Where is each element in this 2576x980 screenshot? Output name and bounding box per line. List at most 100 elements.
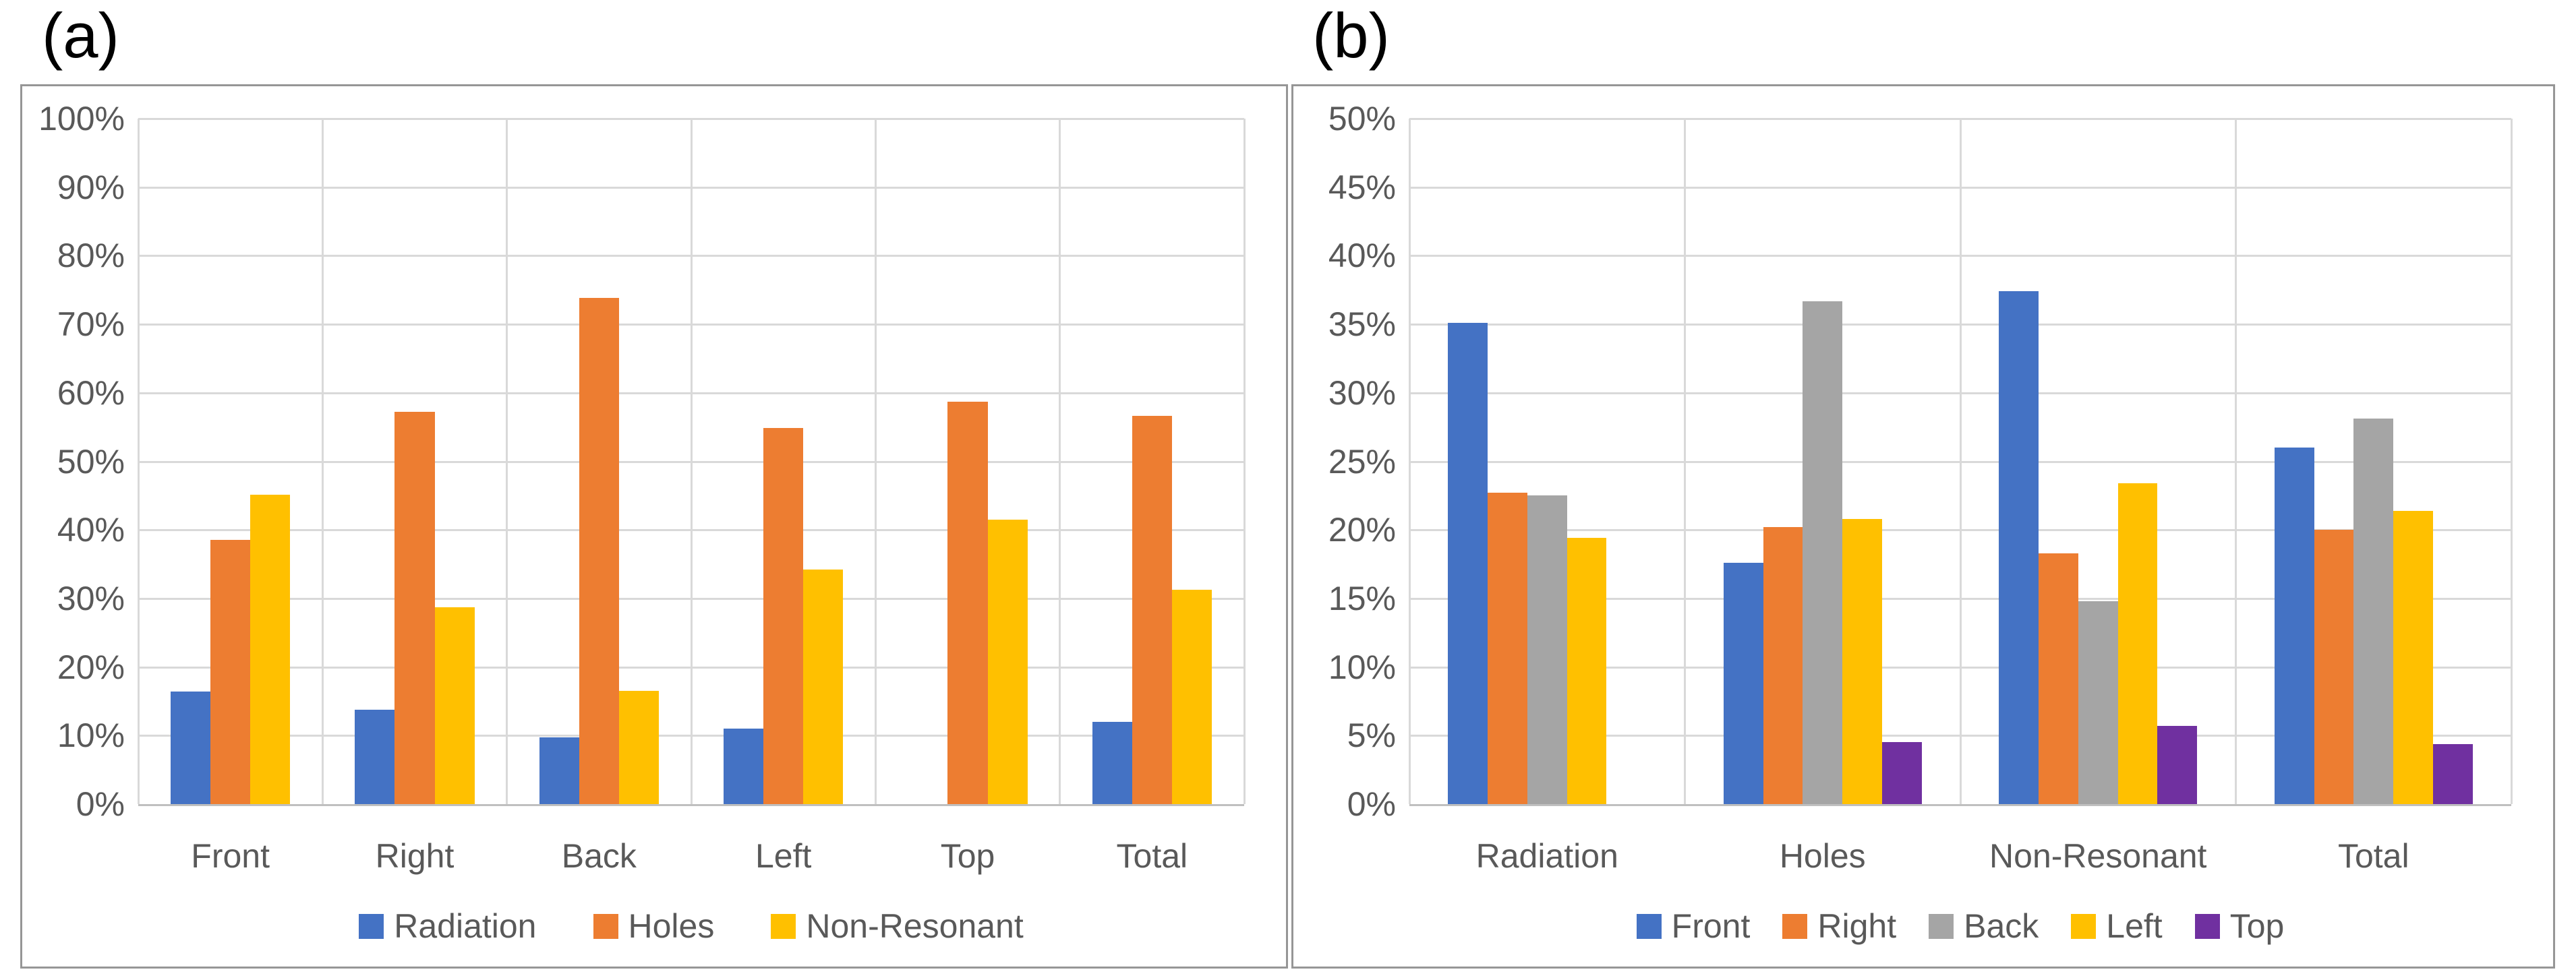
- bar-holes-top: [947, 402, 988, 804]
- y-axis-tick-label: 0%: [76, 785, 125, 823]
- legend-item-back: Back: [1929, 907, 2039, 946]
- legend-item-radiation: Radiation: [359, 907, 537, 946]
- y-axis-tick-label: 80%: [57, 237, 125, 275]
- legend-label: Top: [2229, 907, 2285, 945]
- legend-label: Non-Resonant: [806, 907, 1024, 945]
- legend-swatch-icon: [593, 913, 618, 939]
- legend-swatch-icon: [1782, 913, 1808, 939]
- panel-b-label: (b): [1312, 0, 1390, 71]
- bar-radiation-total: [1092, 721, 1132, 804]
- panel-a: 0% 10% 20% 30% 40% 50% 60% 70% 80% 90% 100% Front Ri…: [20, 84, 1288, 969]
- bar-holes-front: [210, 540, 251, 804]
- x-axis-category-label: Top: [940, 837, 995, 875]
- bar-right-non-resonant: [2039, 553, 2078, 804]
- plot-area: [1408, 118, 2513, 806]
- x-axis-category-label: Back: [561, 837, 637, 875]
- y-axis-tick-label: 5%: [1347, 716, 1396, 755]
- legend-label: Left: [2106, 907, 2163, 945]
- gridline-vertical: [874, 119, 877, 804]
- y-axis-tick-label: 35%: [1328, 305, 1396, 344]
- bar-top-total: [2432, 743, 2473, 804]
- y-axis-tick-label: 25%: [1328, 442, 1396, 481]
- bar-non-resonant-back: [618, 691, 660, 804]
- y-axis-tick-label: 20%: [1328, 511, 1396, 549]
- bar-front-radiation: [1448, 323, 1488, 804]
- bar-top-non-resonant: [2157, 726, 2198, 804]
- bar-right-radiation: [1488, 493, 1527, 804]
- panel-a-label: (a): [42, 0, 119, 71]
- legend-swatch-icon: [2194, 913, 2220, 939]
- gridline-vertical: [137, 119, 140, 804]
- legend-swatch-icon: [2071, 913, 2097, 939]
- x-axis-category-label: Left: [755, 837, 812, 875]
- legend-item-holes: Holes: [593, 907, 715, 946]
- gridline-vertical: [1243, 119, 1246, 804]
- legend-label: Radiation: [394, 907, 537, 945]
- bar-back-radiation: [1527, 495, 1567, 804]
- gridline-vertical: [2510, 119, 2513, 804]
- legend-item-left: Left: [2071, 907, 2163, 946]
- legend-item-right: Right: [1782, 907, 1896, 946]
- gridline-vertical: [321, 119, 324, 804]
- bar-right-holes: [1763, 527, 1803, 804]
- bar-left-total: [2393, 510, 2433, 804]
- x-axis-category-label: Total: [2337, 837, 2409, 875]
- legend-swatch-icon: [771, 913, 796, 939]
- bar-holes-left: [763, 427, 804, 804]
- bar-non-resonant-top: [987, 519, 1028, 804]
- gridline-vertical: [690, 119, 693, 804]
- legend-item-front: Front: [1636, 907, 1751, 946]
- legend-label: Front: [1671, 907, 1751, 945]
- bar-left-radiation: [1567, 538, 1607, 804]
- bar-radiation-left: [723, 729, 764, 804]
- x-axis-category-label: Right: [375, 837, 455, 875]
- y-axis-tick-label: 70%: [57, 305, 125, 344]
- y-axis-tick-label: 50%: [1328, 100, 1396, 137]
- legend-swatch-icon: [1636, 913, 1662, 939]
- bar-front-total: [2274, 448, 2314, 804]
- bar-non-resonant-total: [1171, 589, 1212, 804]
- legend: Front Right Back Left Top: [1409, 907, 2511, 946]
- legend-label: Holes: [628, 907, 715, 945]
- y-axis-tick-label: 30%: [1328, 373, 1396, 412]
- legend-swatch-icon: [359, 913, 384, 939]
- gridline-vertical: [1059, 119, 1061, 804]
- gridline-vertical: [2235, 119, 2237, 804]
- legend-label: Right: [1817, 907, 1897, 945]
- y-axis-tick-label: 40%: [1328, 237, 1396, 275]
- gridline-vertical: [506, 119, 508, 804]
- y-axis-tick-label: 30%: [57, 579, 125, 617]
- legend: Radiation Holes Non-Resonant: [138, 907, 1244, 946]
- y-axis-tick-label: 90%: [57, 168, 125, 206]
- x-axis-category-label: Front: [191, 837, 270, 875]
- bar-non-resonant-left: [803, 570, 844, 804]
- bar-holes-total: [1132, 416, 1172, 804]
- bar-non-resonant-right: [434, 607, 475, 804]
- y-axis-tick-label: 100%: [38, 100, 125, 137]
- panel-b: 0% 5% 10% 15% 20% 25% 30% 35% 40% 45% 50% Radiation…: [1291, 84, 2555, 969]
- bar-back-non-resonant: [2078, 601, 2118, 804]
- gridline-vertical: [1684, 119, 1686, 804]
- bar-back-holes: [1803, 301, 1843, 804]
- legend-item-non-resonant: Non-Resonant: [771, 907, 1024, 946]
- bar-front-non-resonant: [1999, 291, 2039, 804]
- y-axis-tick-label: 20%: [57, 648, 125, 686]
- gridline-vertical: [1408, 119, 1411, 804]
- y-axis-tick-label: 15%: [1328, 579, 1396, 617]
- x-axis-category-label: Non-Resonant: [1989, 837, 2207, 875]
- bar-back-total: [2353, 419, 2394, 804]
- bar-chart-a: 0% 10% 20% 30% 40% 50% 60% 70% 80% 90% 100% Front Ri…: [22, 86, 1286, 967]
- bar-non-resonant-front: [250, 495, 291, 804]
- y-axis-tick-label: 0%: [1347, 785, 1396, 823]
- bar-radiation-right: [355, 709, 395, 804]
- x-axis-category-label: Holes: [1779, 837, 1866, 875]
- bar-left-non-resonant: [2117, 483, 2158, 804]
- y-axis-tick-label: 10%: [57, 716, 125, 755]
- y-axis-tick-label: 50%: [57, 442, 125, 481]
- gridline-vertical: [1959, 119, 1962, 804]
- bar-right-total: [2314, 530, 2354, 804]
- bar-chart-b: 0% 5% 10% 15% 20% 25% 30% 35% 40% 45% 50% Radiation…: [1293, 86, 2553, 967]
- plot-area: [137, 118, 1246, 806]
- bar-top-holes: [1881, 742, 1922, 804]
- legend-swatch-icon: [1929, 913, 1954, 939]
